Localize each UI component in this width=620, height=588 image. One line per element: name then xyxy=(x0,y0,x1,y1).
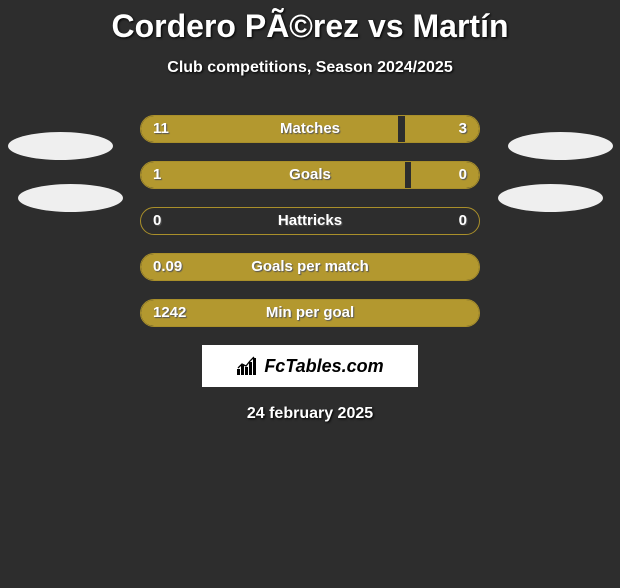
date-label: 24 february 2025 xyxy=(0,405,620,423)
stat-row: 0.09Goals per match xyxy=(140,253,480,281)
page-title: Cordero PÃ©rez vs Martín xyxy=(0,8,620,45)
stat-row: 1242Min per goal xyxy=(140,299,480,327)
stat-row: 00Hattricks xyxy=(140,207,480,235)
stat-label: Goals per match xyxy=(141,254,479,280)
stat-label: Hattricks xyxy=(141,208,479,234)
bars-icon xyxy=(236,356,260,376)
stat-label: Goals xyxy=(141,162,479,188)
side-oval xyxy=(18,184,123,212)
stat-row: 10Goals xyxy=(140,161,480,189)
brand-box: FcTables.com xyxy=(202,345,418,387)
stat-label: Matches xyxy=(141,116,479,142)
stat-label: Min per goal xyxy=(141,300,479,326)
stat-row: 113Matches xyxy=(140,115,480,143)
side-oval xyxy=(508,132,613,160)
brand-label: FcTables.com xyxy=(264,356,383,377)
stats-chart: 113Matches 10Goals 00Hattricks 0.09Goals pe… xyxy=(140,115,480,327)
side-oval xyxy=(498,184,603,212)
subtitle: Club competitions, Season 2024/2025 xyxy=(0,59,620,77)
side-oval xyxy=(8,132,113,160)
